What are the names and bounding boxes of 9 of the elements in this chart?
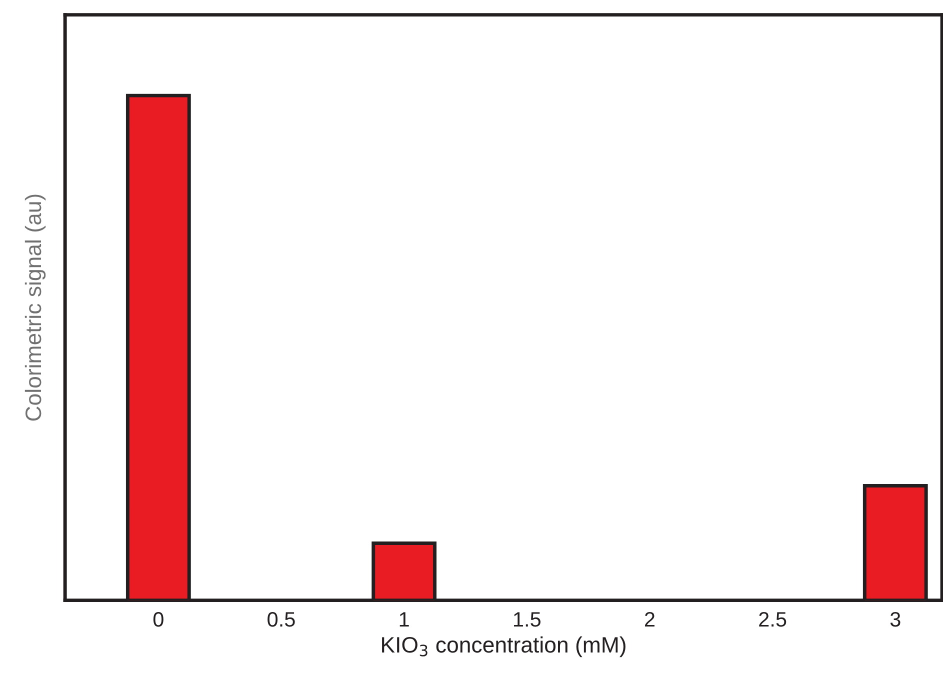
- x-tick-label: 2.5: [759, 612, 786, 627]
- x-axis-title: KIO$_{3}$ concentration (mM): [382, 636, 626, 658]
- x-tick-label: 1.5: [514, 612, 541, 627]
- x-tick-label: 3: [890, 612, 900, 627]
- x-tick-label: 2: [644, 612, 654, 627]
- y-axis-title: Colorimetric signal (au): [24, 194, 46, 421]
- x-tick-label: 0.5: [268, 612, 295, 627]
- x-tick-label: 0: [153, 612, 164, 627]
- x-tick-label: 1: [400, 612, 409, 627]
